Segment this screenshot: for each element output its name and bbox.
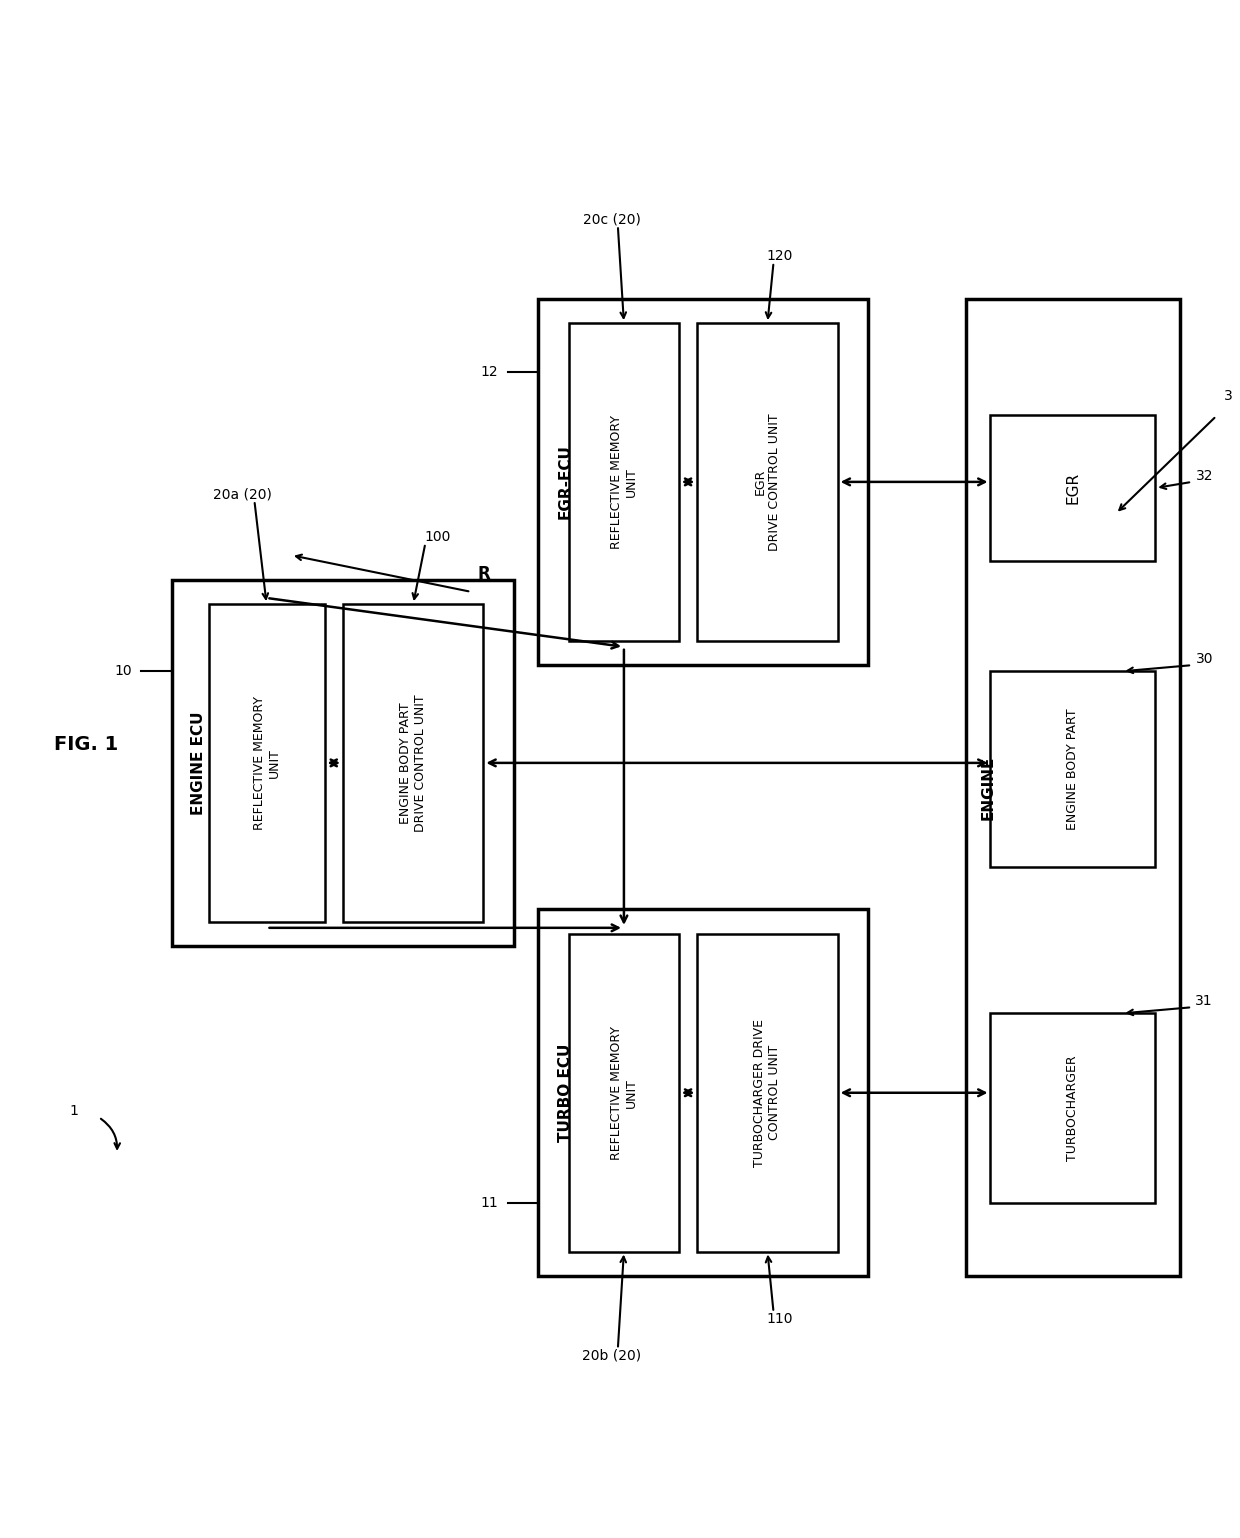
Text: 10: 10 [114,664,131,678]
Bar [991,671,1156,867]
Bar [966,298,1179,1277]
Text: REFLECTIVE MEMORY
UNIT: REFLECTIVE MEMORY UNIT [610,415,637,549]
Text: TURBOCHARGER DRIVE
CONTROL UNIT: TURBOCHARGER DRIVE CONTROL UNIT [754,1018,781,1167]
Bar [538,909,868,1277]
Text: 31: 31 [1195,994,1213,1007]
Text: EGR: EGR [1065,472,1080,504]
Text: 20c (20): 20c (20) [583,212,641,226]
Text: REFLECTIVE MEMORY
UNIT: REFLECTIVE MEMORY UNIT [610,1026,637,1160]
Bar [172,580,513,946]
Text: 1: 1 [69,1104,78,1118]
Text: ENGINE BODY PART
DRIVE CONTROL UNIT: ENGINE BODY PART DRIVE CONTROL UNIT [399,694,427,832]
Bar [569,323,678,641]
Text: EGR-ECU: EGR-ECU [558,444,573,520]
Text: 11: 11 [481,1195,498,1210]
Text: EGR
DRIVE CONTROL UNIT: EGR DRIVE CONTROL UNIT [754,414,781,551]
Bar [697,934,838,1252]
Bar [697,323,838,641]
Text: 3: 3 [1224,389,1233,403]
Text: 12: 12 [481,365,498,378]
Text: ENGINE BODY PART: ENGINE BODY PART [1066,707,1079,831]
Text: TURBO ECU: TURBO ECU [558,1044,573,1141]
Bar [991,1014,1156,1203]
Text: 32: 32 [1195,469,1213,483]
Bar [991,415,1156,561]
Text: R: R [477,564,490,583]
Text: 20a (20): 20a (20) [213,488,272,501]
Bar [343,604,484,921]
Text: ENGINE ECU: ENGINE ECU [191,711,206,815]
Text: 110: 110 [766,1312,792,1326]
Text: 120: 120 [766,249,792,263]
Text: REFLECTIVE MEMORY
UNIT: REFLECTIVE MEMORY UNIT [253,695,280,831]
Bar [569,934,678,1252]
Text: 100: 100 [424,531,451,544]
Text: 20b (20): 20b (20) [582,1349,641,1363]
Bar [538,298,868,664]
Text: 30: 30 [1195,652,1213,666]
Bar [208,604,325,921]
Text: ENGINE: ENGINE [981,755,996,820]
Text: FIG. 1: FIG. 1 [55,735,119,754]
Text: TURBOCHARGER: TURBOCHARGER [1066,1055,1079,1161]
